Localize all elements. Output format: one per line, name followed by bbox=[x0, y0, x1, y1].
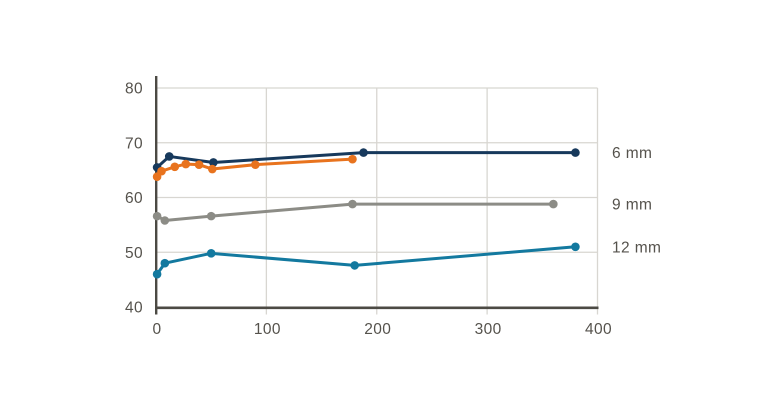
data-point-marker-unlabeled-orange-series bbox=[207, 164, 217, 174]
data-point-marker-unlabeled-orange-series bbox=[170, 162, 180, 172]
data-point-marker-6-mm bbox=[164, 152, 174, 161]
series-label-12-mm: 12 mm bbox=[612, 239, 661, 256]
y-axis-tick-label-70: 70 bbox=[125, 135, 143, 152]
series-label-6-mm: 6 mm bbox=[612, 145, 652, 162]
x-axis-tick-label-300: 300 bbox=[475, 321, 502, 338]
y-axis-tick-label-50: 50 bbox=[125, 245, 143, 262]
data-point-marker-6-mm bbox=[209, 158, 218, 167]
data-point-marker-12-mm bbox=[350, 261, 359, 270]
data-point-marker-unlabeled-orange-series bbox=[251, 160, 260, 169]
x-axis-tick-label-200: 200 bbox=[364, 321, 391, 338]
data-point-marker-6-mm bbox=[571, 148, 580, 157]
data-point-marker-9-mm bbox=[348, 199, 357, 209]
y-axis-tick-label-40: 40 bbox=[125, 300, 143, 317]
data-point-marker-9-mm bbox=[549, 199, 558, 209]
data-point-marker-12-mm bbox=[571, 242, 580, 252]
x-axis-tick-label-400: 400 bbox=[585, 321, 612, 338]
data-point-marker-9-mm bbox=[160, 216, 170, 225]
data-point-marker-12-mm bbox=[152, 269, 162, 279]
y-axis-tick-label-80: 80 bbox=[125, 81, 143, 98]
data-point-marker-12-mm bbox=[160, 258, 170, 268]
data-point-marker-12-mm bbox=[206, 249, 216, 258]
y-axis-tick-label-60: 60 bbox=[125, 190, 143, 207]
data-point-marker-unlabeled-orange-series bbox=[348, 154, 357, 164]
data-point-marker-unlabeled-orange-series bbox=[157, 166, 166, 176]
x-axis-tick-label-0: 0 bbox=[152, 321, 161, 338]
x-axis-tick-label-100: 100 bbox=[254, 321, 281, 338]
data-point-marker-9-mm bbox=[152, 211, 162, 221]
data-point-marker-unlabeled-orange-series bbox=[181, 159, 191, 169]
data-point-marker-unlabeled-orange-series bbox=[194, 160, 204, 169]
data-point-marker-6-mm bbox=[359, 148, 368, 157]
series-line-12-mm bbox=[155, 245, 577, 276]
data-point-marker-9-mm bbox=[206, 211, 216, 221]
series-label-9-mm: 9 mm bbox=[612, 197, 652, 214]
